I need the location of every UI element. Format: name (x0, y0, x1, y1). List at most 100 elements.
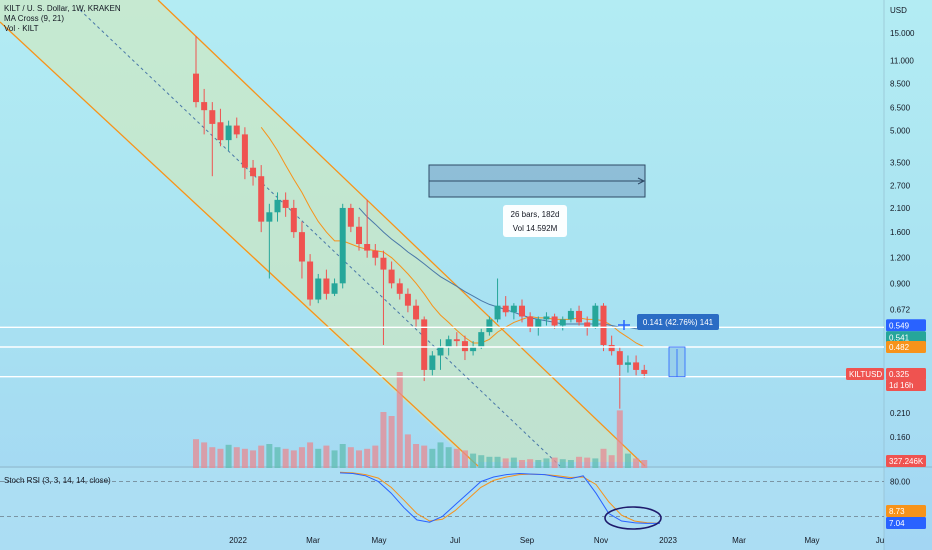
candle-body (445, 339, 452, 347)
ma-cross-legend[interactable]: MA Cross (9, 21) (4, 14, 65, 23)
candle (233, 117, 240, 139)
candle-body (592, 305, 599, 328)
y-tick-label: 1.600 (890, 228, 911, 237)
volume-bar (600, 448, 607, 468)
rsi-tick-label: 80.00 (890, 478, 911, 487)
tag-countdown: 1d 16h (889, 381, 913, 390)
candle (364, 199, 371, 258)
candle (510, 303, 517, 320)
candle-body (494, 305, 501, 320)
volume-bar (543, 458, 550, 468)
candle (356, 216, 362, 251)
tag-price-bg (886, 367, 926, 380)
candle (486, 316, 493, 336)
y-tick-label: 0.160 (890, 433, 911, 442)
measure-volume-text: Vol 14.592M (513, 224, 558, 233)
candle (225, 120, 232, 151)
candle (209, 102, 216, 177)
volume-bar (258, 445, 265, 468)
tag-rsi-k: 8.73 (889, 507, 905, 516)
candle (388, 261, 395, 289)
volume-bar (413, 444, 420, 468)
y-tick-label: 0.900 (890, 279, 911, 288)
candle (592, 303, 599, 329)
volume-bar (486, 456, 493, 468)
candle (633, 355, 640, 376)
candle (494, 278, 501, 323)
volume-bar (445, 447, 452, 468)
x-tick-label: Jul (450, 536, 460, 545)
candle-body (641, 369, 648, 374)
volume-legend[interactable]: Vol · KILT (4, 24, 39, 33)
candle-body (543, 316, 550, 320)
candle (241, 127, 248, 180)
candle-body (470, 346, 477, 352)
volume-bar (429, 448, 436, 468)
candle-body (258, 176, 265, 222)
stoch-rsi-legend[interactable]: Stoch RSI (3, 3, 14, 14, close) (4, 476, 111, 485)
candle (551, 313, 558, 329)
measure-box[interactable]: 26 bars, 182d Vol 14.592M (428, 164, 646, 237)
volume-bar (388, 416, 395, 468)
candle-body (413, 305, 420, 320)
candle (282, 192, 289, 217)
volume-bar (502, 458, 509, 468)
candle-body (396, 283, 403, 294)
tag-price: 0.325 (889, 370, 910, 379)
volume-bar (347, 447, 354, 468)
range-crosshair-icon (618, 320, 630, 330)
tag-ma-fast-bg (886, 331, 926, 344)
candle-body (453, 339, 460, 342)
candle-body (241, 134, 248, 168)
candle-body (225, 125, 232, 141)
candle (584, 316, 591, 336)
candle-body (307, 261, 314, 300)
candle (437, 339, 444, 370)
measure-label-bg (503, 205, 567, 237)
candle-body (461, 341, 468, 352)
rsi-pane: 80.00 (0, 471, 911, 530)
volume-bar (356, 450, 362, 468)
candle-body (266, 212, 273, 222)
volume-bar (298, 447, 305, 468)
candle (608, 335, 615, 356)
candle (250, 159, 257, 186)
x-tick-label: Mar (732, 536, 746, 545)
tag-level-upper: 0.549 (889, 321, 910, 330)
tag-ma-slow: 0.482 (889, 343, 910, 352)
candle-body (217, 122, 224, 141)
tag-rsi-d: 7.04 (889, 519, 905, 528)
volume-bar (535, 460, 542, 468)
candle (193, 36, 199, 108)
candle-body (584, 322, 591, 328)
y-tick-label: 8.500 (890, 80, 911, 89)
y-tick-label: 2.700 (890, 182, 911, 191)
candle (519, 299, 525, 323)
candle-body (347, 207, 354, 227)
volume-bar (633, 458, 640, 468)
candle-body (624, 362, 631, 365)
horizontal-levels (0, 326, 884, 378)
symbol-title[interactable]: KILT / U. S. Dollar, 1W, KRAKEN (4, 4, 121, 13)
price-range-tool[interactable]: 0.141 (42.76%) 141 (618, 314, 719, 378)
candle (258, 165, 265, 233)
y-tick-label: 15.000 (890, 29, 915, 38)
candle (624, 355, 631, 373)
candle (396, 278, 403, 300)
volume-bar (576, 456, 583, 468)
candle-body (388, 269, 395, 284)
volume-bar (461, 450, 468, 468)
volume-bar (584, 457, 591, 468)
volume-bar (241, 448, 248, 468)
tag-countdown-bg (886, 378, 926, 391)
candle-body (209, 110, 216, 124)
x-tick-label: Ju (876, 536, 884, 545)
candle-body (282, 199, 289, 208)
candle (429, 351, 436, 376)
candle (347, 203, 354, 233)
volume-bar (315, 448, 322, 468)
candle-body (339, 207, 346, 284)
volume-bar (437, 442, 444, 468)
currency-label: USD (890, 6, 907, 15)
